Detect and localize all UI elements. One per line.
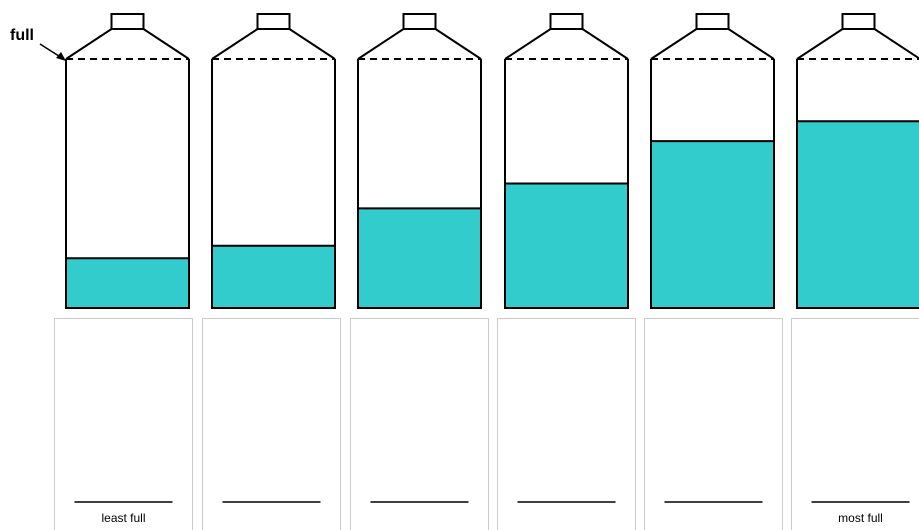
answer-slot-label: most full	[838, 511, 883, 525]
answer-box[interactable]	[645, 319, 783, 530]
bottle-cap	[551, 14, 583, 29]
full-label: full	[10, 27, 34, 44]
answer-box[interactable]	[498, 319, 636, 530]
answer-slots-row: least full most full	[55, 319, 919, 530]
answer-slot[interactable]: least full	[55, 319, 193, 530]
answer-box[interactable]	[792, 319, 919, 530]
liquid-fill	[66, 258, 189, 308]
liquid-fill	[358, 208, 481, 308]
bottle-cap	[843, 14, 875, 29]
bottle-shoulder	[651, 29, 774, 59]
answer-slot[interactable]	[645, 319, 783, 530]
bottles-row	[66, 14, 919, 308]
liquid-fill	[212, 246, 335, 308]
bottle	[212, 14, 335, 308]
answer-box[interactable]	[55, 319, 193, 530]
bottle	[358, 14, 481, 308]
full-arrow	[40, 44, 66, 61]
bottle	[797, 14, 919, 308]
bottle-shoulder	[66, 29, 189, 59]
bottle-cap	[697, 14, 729, 29]
liquid-fill	[651, 141, 774, 308]
answer-box[interactable]	[203, 319, 341, 530]
bottle-shoulder	[212, 29, 335, 59]
bottle-cap	[404, 14, 436, 29]
answer-slot[interactable]	[498, 319, 636, 530]
bottle-shoulder	[505, 29, 628, 59]
answer-slot[interactable]	[203, 319, 341, 530]
bottle	[651, 14, 774, 308]
liquid-fill	[797, 121, 919, 308]
answer-slot-label: least full	[101, 511, 145, 525]
bottle-shoulder	[358, 29, 481, 59]
bottle-cap	[258, 14, 290, 29]
bottle	[66, 14, 189, 308]
bottle	[505, 14, 628, 308]
bottle-shoulder	[797, 29, 919, 59]
answer-slot[interactable]	[351, 319, 489, 530]
answer-box[interactable]	[351, 319, 489, 530]
liquid-fill	[505, 184, 628, 309]
bottle-cap	[112, 14, 144, 29]
answer-slot[interactable]: most full	[792, 319, 919, 530]
